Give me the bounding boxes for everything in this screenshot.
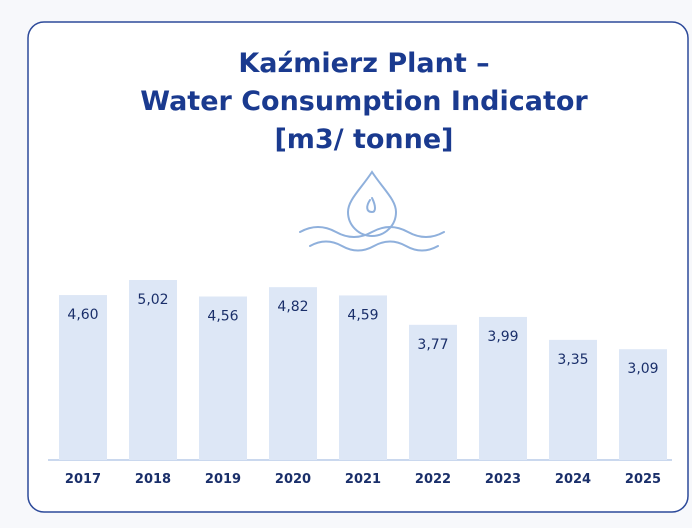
x-tick-label: 2023 (485, 472, 521, 487)
value-label: 4,59 (347, 307, 378, 323)
chart-title: Water Consumption Indicator (140, 86, 588, 117)
value-label: 5,02 (137, 292, 168, 308)
bar (619, 349, 667, 460)
bar (199, 296, 247, 460)
value-label: 4,56 (207, 308, 238, 324)
chart-title: [m3/ tonne] (274, 124, 453, 155)
value-label: 3,09 (627, 361, 658, 377)
value-label: 3,77 (417, 337, 448, 353)
x-tick-label: 2018 (135, 472, 171, 487)
x-tick-label: 2020 (275, 472, 311, 487)
bar (339, 295, 387, 460)
bar (549, 339, 597, 460)
value-label: 4,60 (67, 307, 98, 323)
bar (409, 324, 457, 460)
bar (129, 280, 177, 460)
chart-title: Kaźmierz Plant – (238, 48, 489, 79)
bar (479, 316, 527, 460)
x-tick-label: 2022 (415, 472, 451, 487)
x-tick-label: 2024 (555, 472, 591, 487)
x-tick-label: 2017 (65, 472, 101, 487)
value-label: 4,82 (277, 299, 308, 315)
x-tick-label: 2019 (205, 472, 241, 487)
value-label: 3,35 (557, 352, 588, 368)
bar (59, 295, 107, 460)
bar (269, 287, 317, 460)
x-tick-label: 2025 (625, 472, 661, 487)
value-label: 3,99 (487, 329, 518, 345)
x-tick-label: 2021 (345, 472, 381, 487)
water-icon (299, 170, 445, 252)
